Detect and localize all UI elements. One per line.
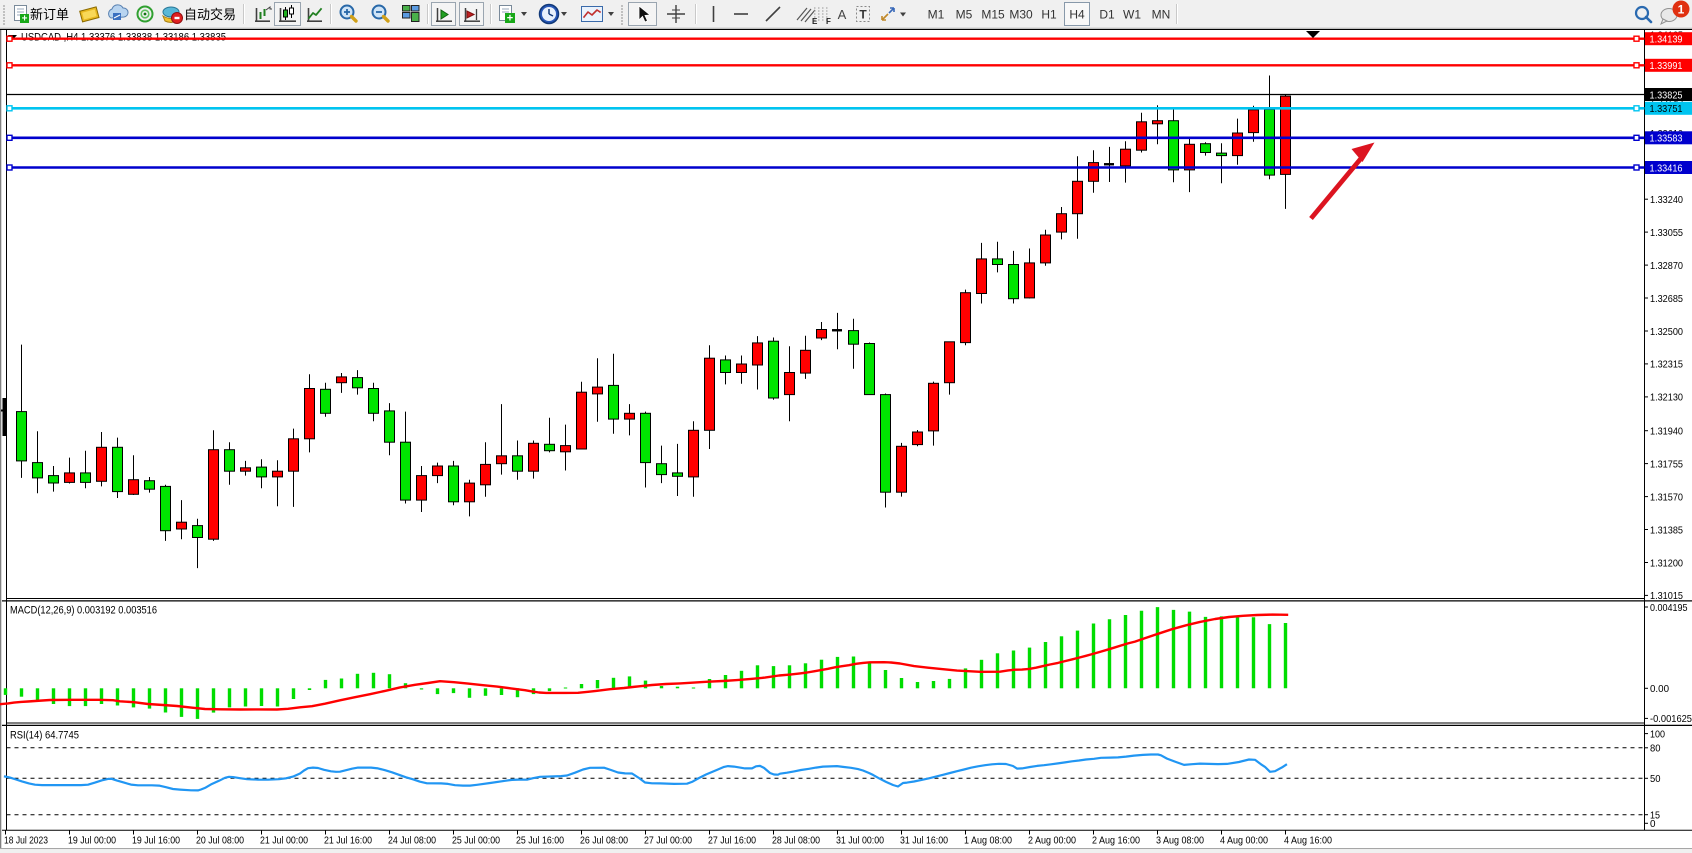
svg-text:E: E [812,17,818,26]
svg-text:M1: M1 [928,8,945,22]
svg-text:1.31570: 1.31570 [1650,491,1683,503]
svg-text:M30: M30 [1009,8,1033,22]
svg-text:1.33751: 1.33751 [1650,103,1683,115]
svg-text:M5: M5 [956,8,973,22]
svg-text:A: A [838,7,847,22]
svg-text:100: 100 [1650,728,1665,740]
svg-text:80: 80 [1650,743,1661,755]
svg-text:M15: M15 [981,8,1005,22]
svg-text:新订单: 新订单 [30,7,69,22]
svg-text:1.32315: 1.32315 [1650,359,1683,371]
svg-text:31 Jul 00:00: 31 Jul 00:00 [836,835,884,847]
svg-text:W1: W1 [1123,8,1141,22]
svg-text:F: F [826,17,831,26]
svg-text:18 Jul 2023: 18 Jul 2023 [4,835,48,847]
svg-text:25 Jul 00:00: 25 Jul 00:00 [452,835,500,847]
svg-text:D1: D1 [1099,8,1115,22]
svg-text:1.33991: 1.33991 [1650,60,1683,72]
svg-text:3 Aug 08:00: 3 Aug 08:00 [1156,835,1204,847]
svg-text:1.31940: 1.31940 [1650,426,1683,438]
svg-text:27 Jul 16:00: 27 Jul 16:00 [708,835,756,847]
svg-text:1.33825: 1.33825 [1650,89,1683,101]
svg-text:2 Aug 16:00: 2 Aug 16:00 [1092,835,1140,847]
svg-text:+: + [507,13,513,25]
svg-text:2 Aug 00:00: 2 Aug 00:00 [1028,835,1076,847]
svg-text:RSI(14) 64.7745: RSI(14) 64.7745 [10,730,79,742]
svg-text:H1: H1 [1041,8,1057,22]
svg-text:27 Jul 00:00: 27 Jul 00:00 [644,835,692,847]
svg-text:0: 0 [1650,818,1656,830]
svg-text:31 Jul 16:00: 31 Jul 16:00 [900,835,948,847]
svg-text:1.34139: 1.34139 [1650,34,1683,46]
svg-text:-0.001625: -0.001625 [1650,713,1692,725]
svg-text:19 Jul 00:00: 19 Jul 00:00 [68,835,116,847]
svg-text:1.33240: 1.33240 [1650,194,1683,206]
svg-text:1.31015: 1.31015 [1650,590,1683,602]
svg-text:1.31755: 1.31755 [1650,458,1683,470]
svg-text:50: 50 [1650,773,1661,785]
svg-text:1.33055: 1.33055 [1650,227,1683,239]
svg-text:1.32870: 1.32870 [1650,260,1683,272]
svg-text:1 Aug 08:00: 1 Aug 08:00 [964,835,1012,847]
svg-text:25 Jul 16:00: 25 Jul 16:00 [516,835,564,847]
svg-text:1.31385: 1.31385 [1650,524,1683,536]
svg-text:1.32130: 1.32130 [1650,392,1683,404]
svg-text:+: + [22,14,28,25]
svg-text:28 Jul 08:00: 28 Jul 08:00 [772,835,820,847]
svg-text:21 Jul 00:00: 21 Jul 00:00 [260,835,308,847]
svg-text:0.00: 0.00 [1650,683,1669,695]
svg-text:1.31200: 1.31200 [1650,557,1683,569]
svg-text:20 Jul 08:00: 20 Jul 08:00 [196,835,244,847]
svg-text:0.004195: 0.004195 [1650,602,1688,614]
svg-text:1.33416: 1.33416 [1650,162,1683,174]
svg-text:21 Jul 16:00: 21 Jul 16:00 [324,835,372,847]
svg-text:1.32685: 1.32685 [1650,293,1683,305]
svg-text:19 Jul 16:00: 19 Jul 16:00 [132,835,180,847]
svg-text:4 Aug 00:00: 4 Aug 00:00 [1220,835,1268,847]
svg-text:MACD(12,26,9) 0.003192 0.00351: MACD(12,26,9) 0.003192 0.003516 [10,605,157,617]
svg-text:24 Jul 08:00: 24 Jul 08:00 [388,835,436,847]
svg-text:自动交易: 自动交易 [184,7,236,22]
svg-text:H4: H4 [1069,8,1085,22]
svg-text:1: 1 [1678,2,1685,16]
svg-text:4 Aug 16:00: 4 Aug 16:00 [1284,835,1332,847]
svg-text:MN: MN [1152,8,1171,22]
svg-text:T: T [859,8,867,22]
svg-text:1.33583: 1.33583 [1650,133,1683,145]
svg-text:15: 15 [1650,810,1660,822]
svg-text:26 Jul 08:00: 26 Jul 08:00 [580,835,628,847]
svg-text:1.32500: 1.32500 [1650,326,1683,338]
